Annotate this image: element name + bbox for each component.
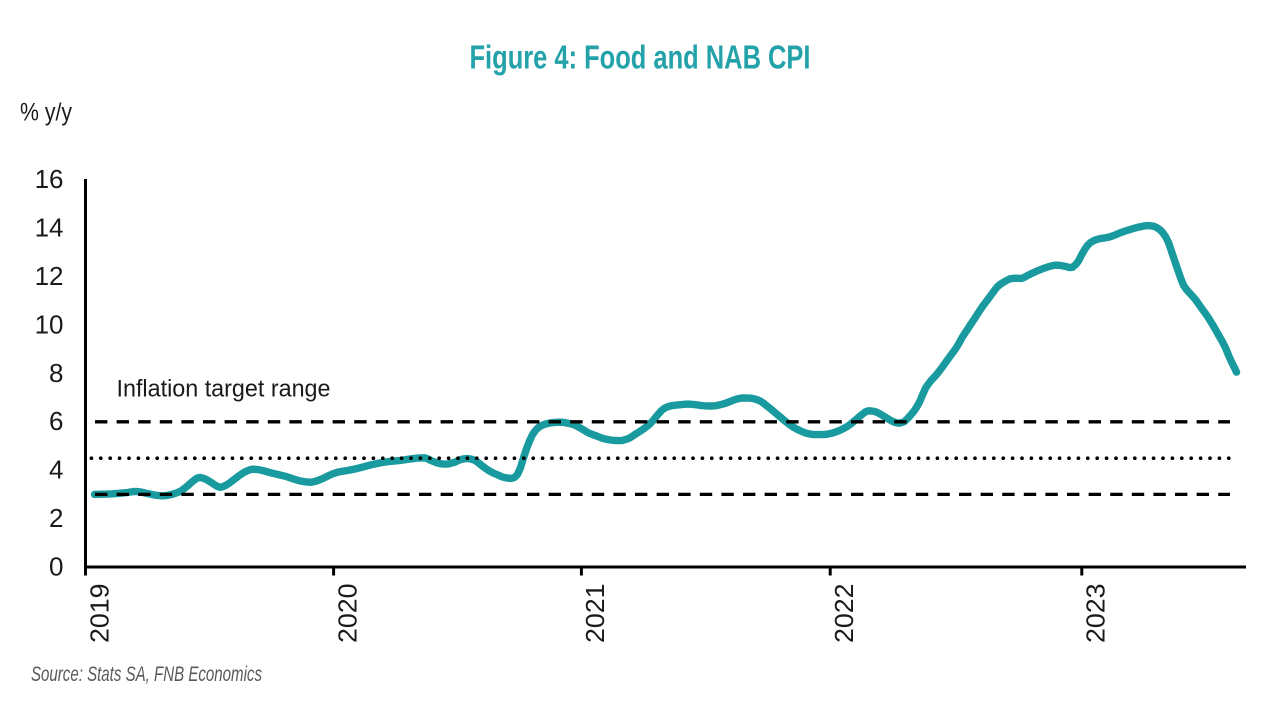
svg-text:Figure 4: Food and NAB CPI: Figure 4: Food and NAB CPI	[470, 39, 811, 76]
svg-text:4: 4	[49, 455, 63, 485]
svg-text:14: 14	[35, 213, 64, 243]
svg-text:2: 2	[49, 503, 63, 533]
svg-text:6: 6	[49, 406, 63, 436]
svg-text:2023: 2023	[1081, 584, 1111, 644]
svg-text:16: 16	[35, 164, 64, 194]
svg-text:2020: 2020	[332, 584, 362, 644]
svg-text:0: 0	[49, 552, 63, 582]
svg-text:2022: 2022	[829, 584, 859, 644]
svg-text:12: 12	[35, 261, 64, 291]
svg-text:Inflation target range: Inflation target range	[117, 375, 331, 402]
svg-text:8: 8	[49, 358, 63, 388]
svg-text:10: 10	[35, 309, 64, 339]
svg-text:Source: Stats SA, FNB Economic: Source: Stats SA, FNB Economics	[31, 663, 262, 686]
svg-text:% y/y: % y/y	[20, 99, 72, 127]
svg-text:2021: 2021	[580, 584, 610, 644]
svg-text:2019: 2019	[84, 584, 114, 644]
